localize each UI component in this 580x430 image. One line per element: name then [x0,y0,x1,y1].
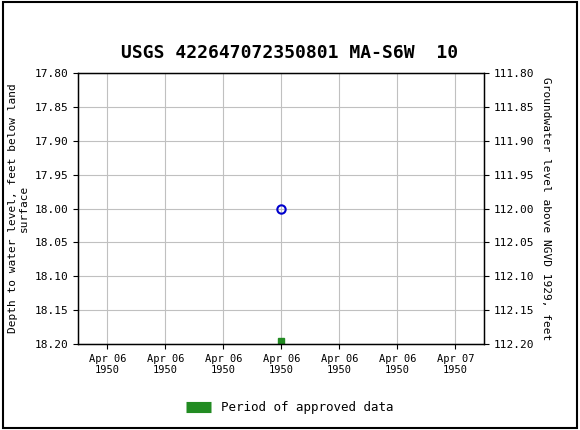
Legend: Period of approved data: Period of approved data [181,396,399,419]
Text: USGS 422647072350801 MA-S6W  10: USGS 422647072350801 MA-S6W 10 [121,44,459,62]
Text: ▒USGS: ▒USGS [9,10,72,35]
Y-axis label: Depth to water level, feet below land
surface: Depth to water level, feet below land su… [8,84,29,333]
Y-axis label: Groundwater level above NGVD 1929, feet: Groundwater level above NGVD 1929, feet [542,77,552,340]
